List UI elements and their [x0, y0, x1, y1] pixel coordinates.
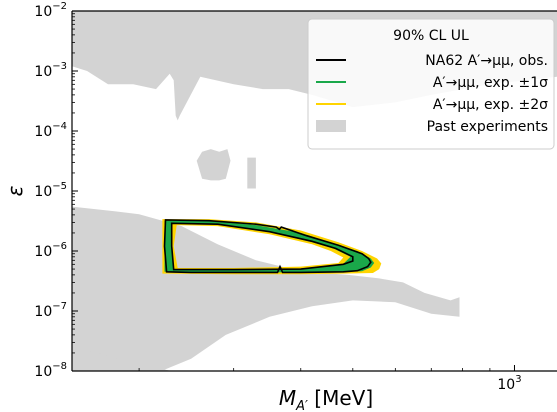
y-tick-label: 10−8 — [34, 361, 67, 380]
legend-label-obs: NA62 A′→μμ, obs. — [425, 53, 548, 69]
legend-swatch-past — [316, 120, 346, 132]
x-axis-title-subscript: A′ — [295, 399, 308, 412]
y-tick-label: 10−4 — [34, 121, 67, 140]
past-experiments-region — [247, 157, 256, 189]
observed-limit-inner-line — [170, 222, 354, 271]
y-tick-label: 10−2 — [34, 1, 67, 20]
x-axis-title: MA′ [MeV] — [279, 386, 373, 412]
legend-title: 90% CL UL — [393, 28, 469, 44]
y-tick-label: 10−3 — [34, 61, 67, 80]
y-tick-label: 10−6 — [34, 241, 67, 260]
past-experiments-region — [196, 149, 231, 181]
past-experiments-region — [72, 346, 172, 371]
legend-box — [307, 18, 555, 150]
legend-label-exp1: A′→μμ, exp. ±1σ — [433, 75, 548, 91]
y-tick-label: 10−5 — [34, 181, 67, 200]
x-axis-title-unit: [MeV] — [308, 386, 373, 410]
x-tick-label: 103 — [497, 374, 521, 393]
legend-label-exp2: A′→μμ, exp. ±2σ — [433, 97, 548, 113]
observed-limit-outer-line — [163, 219, 372, 274]
y-tick-label: 10−7 — [34, 301, 67, 320]
y-axis-title: ε — [3, 185, 27, 196]
legend: 90% CL UL NA62 A′→μμ, obs. A′→μμ, exp. ±1σ… — [307, 18, 555, 150]
legend-label-past: Past experiments — [427, 119, 548, 135]
x-axis-title-main: M — [279, 386, 296, 410]
axis-ticks: 10−8 10−7 10−6 10−5 10−4 10−3 10−2 103 — [34, 1, 521, 393]
